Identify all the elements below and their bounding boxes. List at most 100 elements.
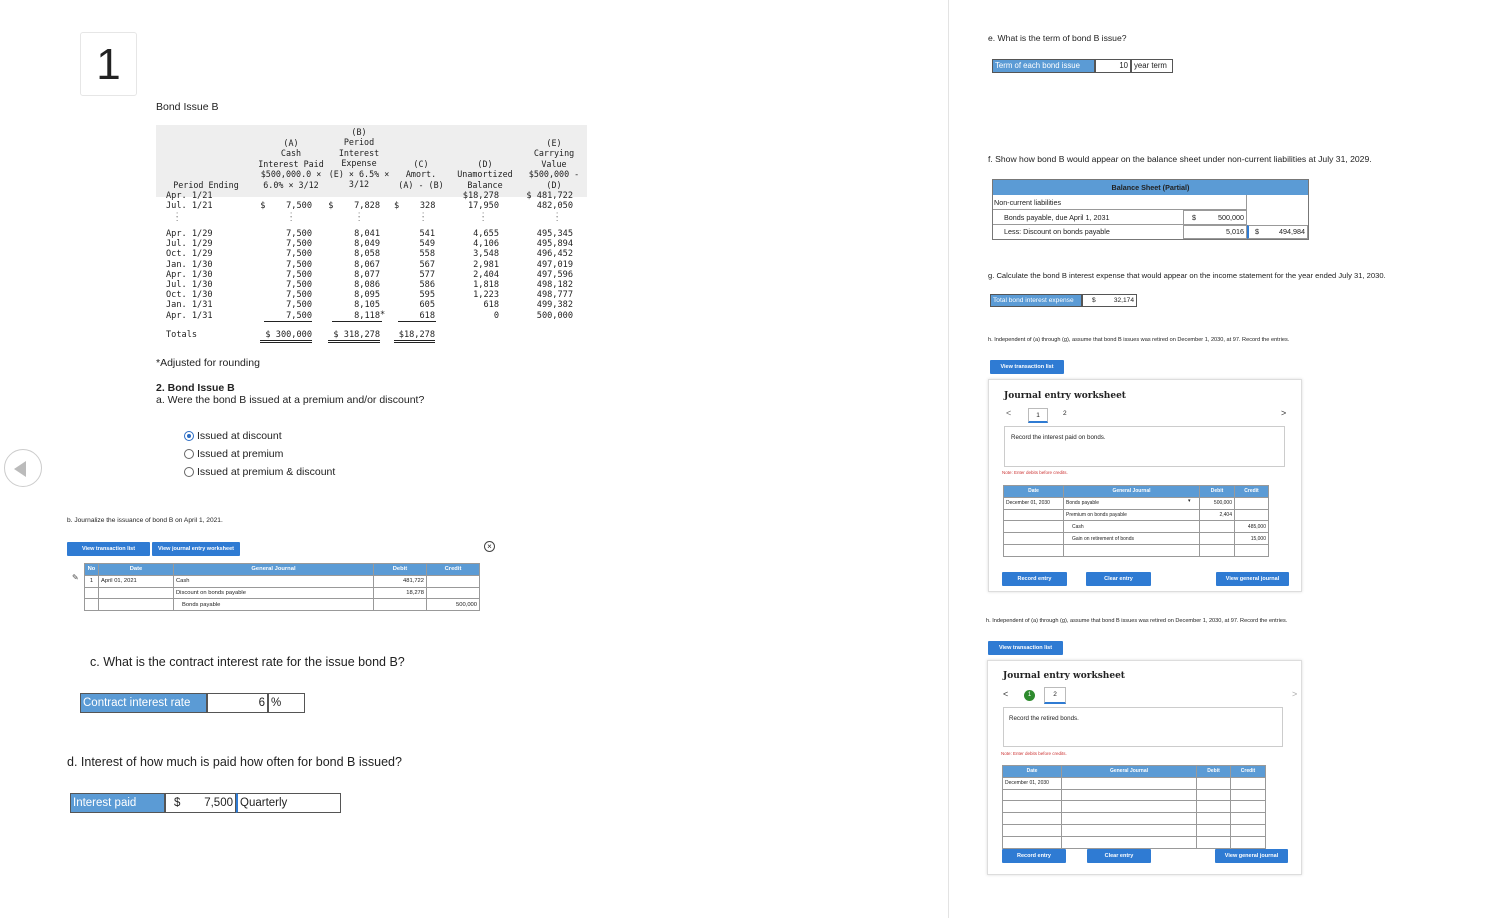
table-row[interactable] <box>1002 800 1266 814</box>
dollar-sign: $ <box>1255 227 1259 236</box>
question-a: a. Were the bond B issued at a premium a… <box>156 394 425 406</box>
table-row[interactable] <box>1002 823 1266 837</box>
ellipsis-a: :: <box>290 210 293 223</box>
table-row[interactable] <box>1002 788 1266 802</box>
option-premium[interactable]: Issued at premium <box>184 445 335 463</box>
table-row[interactable]: Premium on bonds payable 2,404 <box>1003 508 1269 522</box>
ws1-view-transaction-button[interactable]: View transaction list <box>990 360 1064 374</box>
ws1-journal-table: Date General Journal Debit Credit December … <box>1003 485 1269 557</box>
radio-empty-icon[interactable] <box>184 449 194 459</box>
table-row[interactable] <box>1003 543 1269 557</box>
table-row[interactable]: December 01, 2030 Bonds payable 500,000 <box>1003 496 1269 510</box>
question-h-2: h. Independent of (a) through (g), assum… <box>986 618 1288 624</box>
ws2-prev-icon[interactable]: < <box>1003 689 1009 699</box>
option-premium-discount[interactable]: Issued at premium & discount <box>184 463 335 481</box>
ellipsis-d: :: <box>482 210 485 223</box>
col-no: No <box>84 563 99 576</box>
c-total: $18,278 <box>394 330 435 344</box>
ws1-account[interactable]: Premium on bonds payable <box>1063 508 1200 522</box>
ellipsis-c: :: <box>422 210 425 223</box>
option-label: Issued at discount <box>197 430 282 442</box>
header-e: (E) Carrying Value $500,000 - (D) <box>528 138 580 190</box>
c-values: 541 549 558 567 577 586 595 605 618 <box>419 229 435 321</box>
header-c: (C) Amort. (A) - (B) <box>398 159 444 190</box>
ws2-view-transaction-button[interactable]: View transaction list <box>988 641 1063 655</box>
ws1-credit[interactable]: 15,000 <box>1234 532 1269 545</box>
bonds-payable-input[interactable]: $500,000 <box>1183 210 1247 225</box>
ws1-tab-1[interactable]: 1 <box>1028 408 1048 423</box>
radio-checked-icon[interactable] <box>184 431 194 441</box>
table-row[interactable]: Discount on bonds payable 18,278 <box>84 586 480 600</box>
interest-paid-value: 7,500 <box>204 797 233 809</box>
interest-frequency-input[interactable]: Quarterly <box>236 793 341 813</box>
option-discount[interactable]: Issued at discount <box>184 427 335 445</box>
term-input[interactable]: 10 <box>1095 59 1131 73</box>
row-no: 1 <box>84 574 99 588</box>
question-h-1: h. Independent of (a) through (g), assum… <box>988 337 1290 343</box>
ws1-view-general-journal-button[interactable]: View general journal <box>1216 572 1289 586</box>
radio-empty-icon[interactable] <box>184 467 194 477</box>
interest-expense-input[interactable]: $32,174 <box>1082 294 1137 307</box>
ws1-clear-entry-button[interactable]: Clear entry <box>1086 572 1151 586</box>
interest-expense-label: Total bond interest expense <box>990 294 1082 307</box>
dollar-sign: $ <box>174 797 181 809</box>
ws1-tab-2[interactable]: 2 <box>1063 410 1067 417</box>
discount-input[interactable]: 5,016 <box>1183 225 1247 239</box>
question-g: g. Calculate the bond B interest expense… <box>988 271 1386 280</box>
ws1-debit[interactable]: 2,404 <box>1199 508 1235 522</box>
contract-rate-input[interactable]: 6 <box>207 693 268 713</box>
d-values: 4,655 4,106 3,548 2,981 2,404 1,818 1,22… <box>473 229 499 321</box>
table-row[interactable] <box>1002 835 1266 849</box>
ws2-next-icon[interactable]: > <box>1292 689 1298 699</box>
table-row[interactable] <box>1002 812 1266 825</box>
ws1-account[interactable]: Cash <box>1063 520 1200 534</box>
ws2-tab-2[interactable]: 2 <box>1044 687 1066 704</box>
col-credit: Credit <box>426 563 480 576</box>
ws2-clear-entry-button[interactable]: Clear entry <box>1087 849 1151 863</box>
header-b: (B) Period Interest Expense (E) × 6.5% ×… <box>328 127 390 190</box>
part2-title: 2. Bond Issue B <box>156 382 235 394</box>
dropdown-chevron-icon[interactable]: ▾ <box>1188 498 1191 504</box>
ws1-credit[interactable]: 485,000 <box>1234 520 1269 534</box>
table-row[interactable]: Bonds payable 500,000 <box>84 598 480 612</box>
col-general-journal: General Journal <box>173 563 374 576</box>
ws1-prev-icon[interactable]: < <box>1006 408 1012 418</box>
periods-top: Apr. 1/21 Jul. 1/21 <box>166 191 213 212</box>
rounding-asterisk: * <box>380 310 386 320</box>
ws1-record-entry-button[interactable]: Record entry <box>1002 572 1067 586</box>
ws1-next-icon[interactable]: > <box>1281 408 1287 418</box>
ws2-instruction: Record the retired bonds. <box>1003 707 1283 747</box>
interest-paid-input[interactable]: $7,500 <box>165 793 236 813</box>
edit-pencil-icon[interactable]: ✎ <box>72 573 79 582</box>
table-row[interactable]: December 01, 2030 <box>1002 776 1266 790</box>
ellipsis-b: :: <box>358 210 361 223</box>
journal-worksheet-1: Journal entry worksheet < 1 2 > Record t… <box>988 379 1302 592</box>
contract-rate-unit: % <box>268 693 305 713</box>
ws1-col-date: Date <box>1003 485 1064 498</box>
ws1-debit[interactable]: 500,000 <box>1199 496 1235 510</box>
ws1-account[interactable]: Gain on retirement of bonds <box>1063 532 1200 545</box>
totals-label: Totals <box>166 330 198 340</box>
ws1-col-credit: Credit <box>1234 485 1269 498</box>
d-top: $18,278 17,950 <box>462 191 499 212</box>
ws2-view-general-journal-button[interactable]: View general journal <box>1215 849 1288 863</box>
bonds-payable-value: 500,000 <box>1218 213 1244 222</box>
e-values: 495,345 495,894 496,452 497,019 497,596 … <box>536 229 573 321</box>
table-row[interactable]: Cash 485,000 <box>1003 520 1269 534</box>
question-number: 1 <box>80 32 137 96</box>
view-journal-worksheet-button[interactable]: View journal entry worksheet <box>152 542 240 556</box>
view-transaction-list-button[interactable]: View transaction list <box>67 542 150 556</box>
table-row[interactable]: 1 April 01, 2021 Cash 481,722 <box>84 574 480 588</box>
question-f: f. Show how bond B would appear on the b… <box>988 154 1372 164</box>
ws2-title: Journal entry worksheet <box>1003 671 1125 681</box>
ellipsis-period: :: <box>176 210 179 223</box>
ws1-account[interactable]: Bonds payable <box>1063 496 1200 510</box>
col-debit: Debit <box>373 563 427 576</box>
question-b: b. Journalize the issuance of bond B on … <box>67 517 223 524</box>
table-row[interactable]: Gain on retirement of bonds 15,000 <box>1003 532 1269 545</box>
close-icon[interactable]: × <box>484 541 495 552</box>
net-bonds-input[interactable]: $494,984 <box>1247 225 1308 239</box>
ws2-tab-1-complete[interactable]: 1 <box>1024 690 1035 701</box>
ws2-record-entry-button[interactable]: Record entry <box>1002 849 1066 863</box>
back-arrow-icon[interactable] <box>4 449 42 487</box>
